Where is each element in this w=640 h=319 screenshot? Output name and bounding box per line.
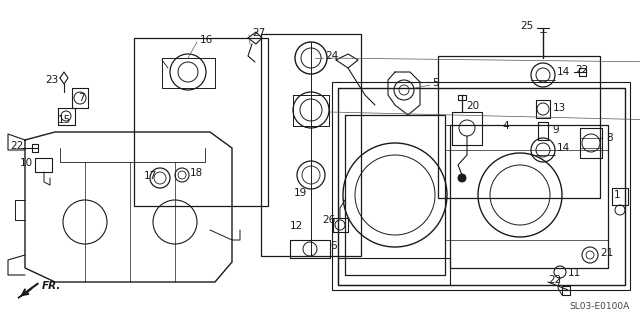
Text: 11: 11 [568, 268, 581, 278]
Text: 9: 9 [552, 125, 559, 135]
Text: 22: 22 [10, 141, 23, 151]
Text: 16: 16 [200, 35, 213, 45]
Text: 21: 21 [600, 248, 613, 258]
Bar [261, 34, 361, 256]
Text: 10: 10 [20, 158, 33, 168]
Text: 22: 22 [575, 65, 588, 75]
Text: 23: 23 [45, 75, 58, 85]
Text: SL03-E0100A: SL03-E0100A [570, 302, 630, 311]
Text: 18: 18 [190, 168, 204, 178]
Text: 15: 15 [58, 115, 71, 125]
Text: 8: 8 [606, 133, 612, 143]
Text: 17: 17 [144, 171, 157, 181]
Text: 26: 26 [322, 215, 335, 225]
Text: 24: 24 [325, 51, 339, 61]
Text: 12: 12 [290, 221, 303, 231]
Polygon shape [18, 288, 32, 298]
Text: 25: 25 [520, 21, 533, 31]
Text: 4: 4 [502, 121, 509, 131]
Text: 1: 1 [614, 190, 621, 200]
Circle shape [458, 174, 466, 182]
Text: 5: 5 [432, 78, 438, 88]
Text: 27: 27 [252, 28, 265, 38]
Text: 7: 7 [78, 93, 84, 103]
Bar [438, 56, 600, 198]
Bar [134, 38, 268, 206]
Text: 13: 13 [553, 103, 566, 113]
Bar [332, 82, 630, 290]
Text: 19: 19 [294, 188, 307, 198]
Text: 22: 22 [548, 275, 561, 285]
Text: 6: 6 [330, 241, 337, 251]
Text: 20: 20 [466, 101, 479, 111]
Text: 14: 14 [557, 67, 570, 77]
Text: 14: 14 [557, 143, 570, 153]
Text: FR.: FR. [42, 281, 61, 291]
